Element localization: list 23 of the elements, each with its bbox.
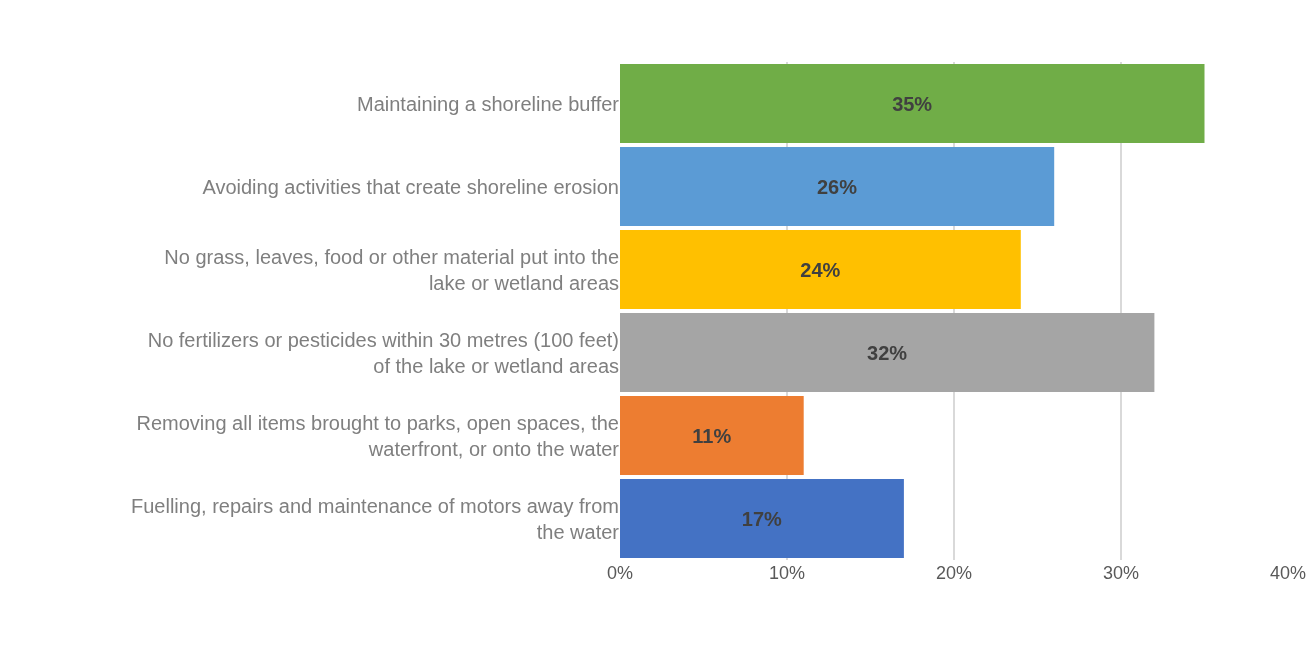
bar bbox=[620, 147, 1055, 226]
y-tick-label: Fuelling, repairs and maintenance of motors away from the water bbox=[130, 494, 620, 543]
x-tick-label: 30% bbox=[1102, 563, 1140, 583]
y-tick-label: Maintaining a shoreline buffer bbox=[356, 92, 620, 115]
y-tick-label: Removing all items brought to parks, open spaces, the waterfront, or onto the water bbox=[136, 411, 620, 460]
bar bbox=[620, 396, 804, 475]
data-label: 35% bbox=[892, 92, 933, 115]
data-label: 32% bbox=[867, 341, 908, 364]
x-tick-label: 20% bbox=[935, 563, 973, 583]
data-label: 11% bbox=[692, 424, 732, 447]
bar bbox=[620, 313, 1155, 392]
x-tick-label: 10% bbox=[768, 563, 806, 583]
bar bbox=[620, 64, 1205, 143]
bar bbox=[620, 479, 904, 558]
y-tick-label: No fertilizers or pesticides within 30 metres (100 feet) of the lake or wetland areas bbox=[147, 328, 619, 377]
bar bbox=[620, 230, 1021, 309]
x-tick-label: 40% bbox=[1269, 563, 1307, 583]
y-tick-label: No grass, leaves, food or other material put into the lake or wetland areas bbox=[164, 245, 619, 294]
data-label: 17% bbox=[741, 507, 783, 530]
data-label: 24% bbox=[800, 258, 841, 281]
data-label: 26% bbox=[816, 175, 858, 198]
y-tick-label: Avoiding activities that create shoreline erosion bbox=[202, 175, 619, 198]
x-tick-label: 0% bbox=[606, 563, 634, 583]
